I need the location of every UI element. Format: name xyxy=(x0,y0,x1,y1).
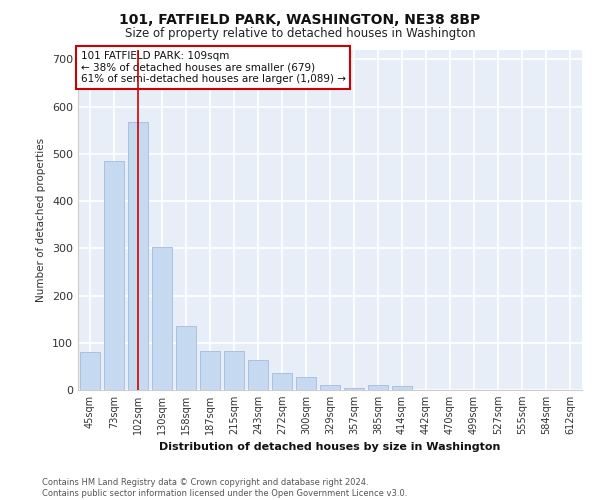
Bar xyxy=(128,122,148,390)
Bar xyxy=(80,352,100,390)
Bar xyxy=(176,326,196,390)
Bar xyxy=(248,360,268,390)
Bar xyxy=(272,374,292,390)
Bar xyxy=(392,386,412,390)
Text: 101 FATFIELD PARK: 109sqm
← 38% of detached houses are smaller (679)
61% of semi: 101 FATFIELD PARK: 109sqm ← 38% of detac… xyxy=(80,50,346,84)
Bar xyxy=(296,377,316,390)
Bar xyxy=(152,248,172,390)
Text: Contains HM Land Registry data © Crown copyright and database right 2024.
Contai: Contains HM Land Registry data © Crown c… xyxy=(42,478,407,498)
Bar xyxy=(224,351,244,390)
Text: Size of property relative to detached houses in Washington: Size of property relative to detached ho… xyxy=(125,28,475,40)
Y-axis label: Number of detached properties: Number of detached properties xyxy=(37,138,46,302)
Text: 101, FATFIELD PARK, WASHINGTON, NE38 8BP: 101, FATFIELD PARK, WASHINGTON, NE38 8BP xyxy=(119,12,481,26)
Bar xyxy=(200,351,220,390)
Bar xyxy=(368,386,388,390)
Bar xyxy=(104,162,124,390)
Bar xyxy=(344,388,364,390)
Bar xyxy=(320,386,340,390)
Text: Distribution of detached houses by size in Washington: Distribution of detached houses by size … xyxy=(160,442,500,452)
